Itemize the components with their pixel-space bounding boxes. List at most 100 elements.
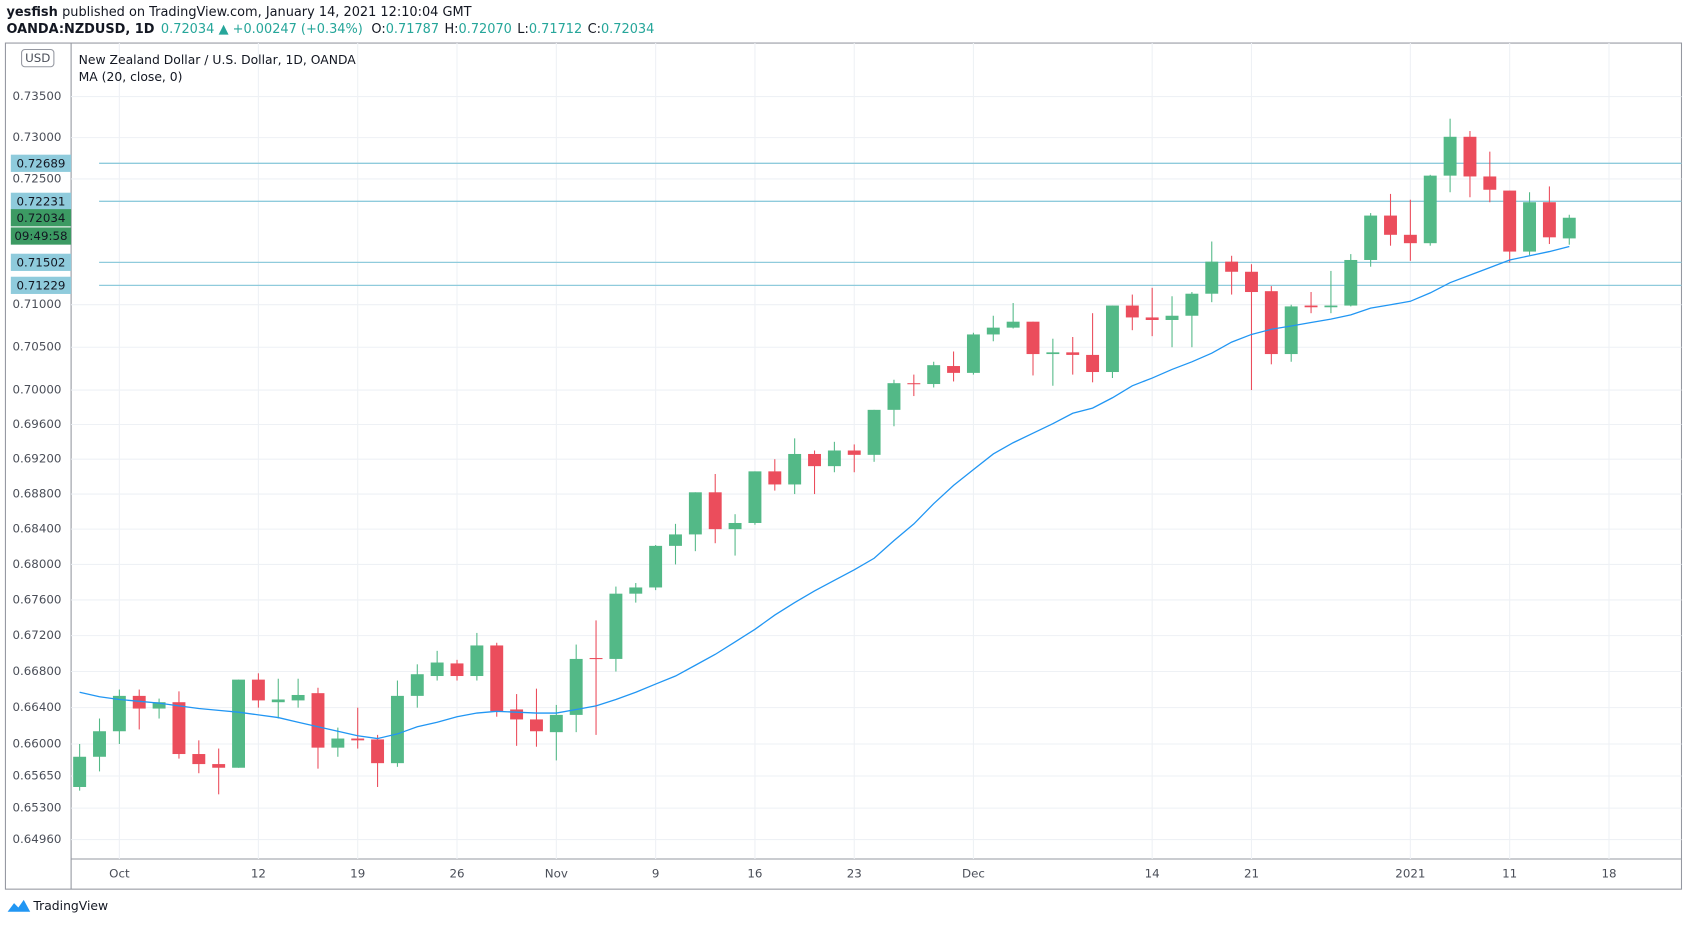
candle-body — [827, 450, 841, 467]
y-tick-label: 0.67600 — [12, 592, 61, 606]
x-tick-label: 14 — [1145, 867, 1160, 881]
currency: USD — [25, 51, 50, 65]
candle-body — [708, 492, 722, 530]
candle-body — [569, 658, 583, 715]
x-tick-label: Dec — [962, 867, 985, 881]
candle-body — [1125, 305, 1139, 318]
level-tag — [10, 192, 72, 210]
brand-logo — [7, 899, 31, 912]
y-tick-label: 0.65650 — [12, 768, 61, 782]
currency-box[interactable] — [21, 48, 55, 68]
x-tick-label: 23 — [847, 867, 862, 881]
ohlc-value: 0.72070 — [459, 22, 512, 37]
plot — [73, 118, 1682, 795]
published: published on TradingView.com, January 14… — [62, 4, 472, 19]
candle-body — [887, 383, 901, 410]
price: 0.72034 — [161, 22, 214, 37]
candle-body — [1403, 234, 1417, 244]
candle-body — [192, 754, 206, 765]
candle-body — [112, 695, 126, 732]
candle-body — [73, 756, 87, 787]
candle-body — [331, 738, 345, 748]
price-tags: 0.72689 0.72231 0.71502 0.71229 0.72034 09:49… — [10, 154, 72, 294]
grid — [71, 43, 1682, 860]
candle-body — [1562, 217, 1576, 239]
candle-body — [1443, 136, 1457, 176]
level-tag-label: 0.71502 — [17, 255, 66, 269]
candle-body — [371, 739, 385, 764]
candle-body — [410, 674, 424, 696]
candle-body — [1284, 306, 1298, 355]
indicator-legend: MA (20, close, 0) — [79, 70, 183, 84]
y-tick-label: 0.64960 — [12, 832, 61, 846]
ohlc-label: H: — [444, 22, 458, 37]
x-tick-label: 19 — [350, 867, 365, 881]
y-tick-label: 0.69600 — [12, 417, 61, 431]
level-tag-label: 0.72231 — [17, 194, 66, 208]
publish-line: yesfish published on TradingView.com, Jan… — [7, 4, 472, 19]
x-tick-label: 12 — [251, 867, 266, 881]
x-tick-label: 21 — [1244, 867, 1259, 881]
x-tick-label: 18 — [1601, 867, 1616, 881]
candle-body — [986, 327, 1000, 335]
candle-body — [1483, 176, 1497, 190]
symbol-line: OANDA:NZDUSD, 1D 0.72034 ▲ +0.00247 (+0.34… — [7, 22, 655, 37]
ohlc-value: 0.71787 — [386, 22, 439, 37]
x-tick-label: 11 — [1502, 867, 1517, 881]
candle-body — [271, 699, 285, 703]
candle-body — [351, 738, 365, 741]
level-tag — [10, 276, 72, 294]
candle-body — [232, 679, 245, 768]
candle-body — [1542, 202, 1556, 238]
candle-body — [1225, 261, 1239, 272]
y-tick-label: 0.70000 — [12, 383, 61, 397]
candle-body — [768, 471, 782, 485]
y-tick-label: 0.73000 — [12, 130, 61, 144]
y-tick-label: 0.66400 — [12, 700, 61, 714]
candle-body — [1423, 175, 1437, 244]
y-tick-label: 0.70500 — [12, 340, 61, 354]
candle-body — [688, 492, 702, 535]
last-price-tag — [10, 209, 72, 227]
candle-body — [1165, 315, 1179, 320]
candle-body — [132, 695, 146, 709]
ma-line — [79, 245, 1570, 740]
candle-body — [1463, 136, 1477, 177]
brand: TradingView — [32, 899, 108, 913]
candle-body — [1105, 305, 1119, 373]
candle-body — [669, 534, 682, 546]
candle-body — [390, 695, 404, 764]
x-tick-label: 16 — [747, 867, 762, 881]
candle-body — [212, 764, 226, 768]
y-tick-label: 0.66000 — [12, 736, 61, 750]
candle-body — [1324, 305, 1338, 308]
candle-body — [867, 409, 881, 455]
countdown-label: 09:49:58 — [14, 229, 67, 243]
x-tick-label: 9 — [652, 867, 660, 881]
x-tick-label: 26 — [449, 867, 464, 881]
candle-body — [788, 453, 802, 485]
candle-body — [609, 593, 623, 659]
countdown-tag — [10, 227, 72, 245]
candle-body — [1264, 291, 1278, 355]
symbol: OANDA:NZDUSD, 1D — [7, 22, 155, 37]
candle-body — [847, 450, 861, 455]
candle-body — [966, 334, 980, 373]
y-tick-label: 0.73500 — [12, 89, 61, 103]
candle-body — [1503, 190, 1517, 252]
candle-body — [530, 719, 543, 732]
candle-body — [1384, 215, 1397, 235]
candle-body — [1006, 321, 1020, 328]
candle-body — [93, 731, 106, 757]
candle-body — [589, 658, 603, 660]
candle-body — [907, 383, 921, 385]
candle-body — [1523, 202, 1537, 252]
candle-body — [549, 714, 563, 733]
ohlc-value: 0.71712 — [529, 22, 582, 37]
candle-body — [152, 702, 166, 709]
candle-body — [172, 702, 186, 755]
candle-body — [1245, 271, 1258, 293]
y-tick-label: 0.68800 — [12, 487, 61, 501]
